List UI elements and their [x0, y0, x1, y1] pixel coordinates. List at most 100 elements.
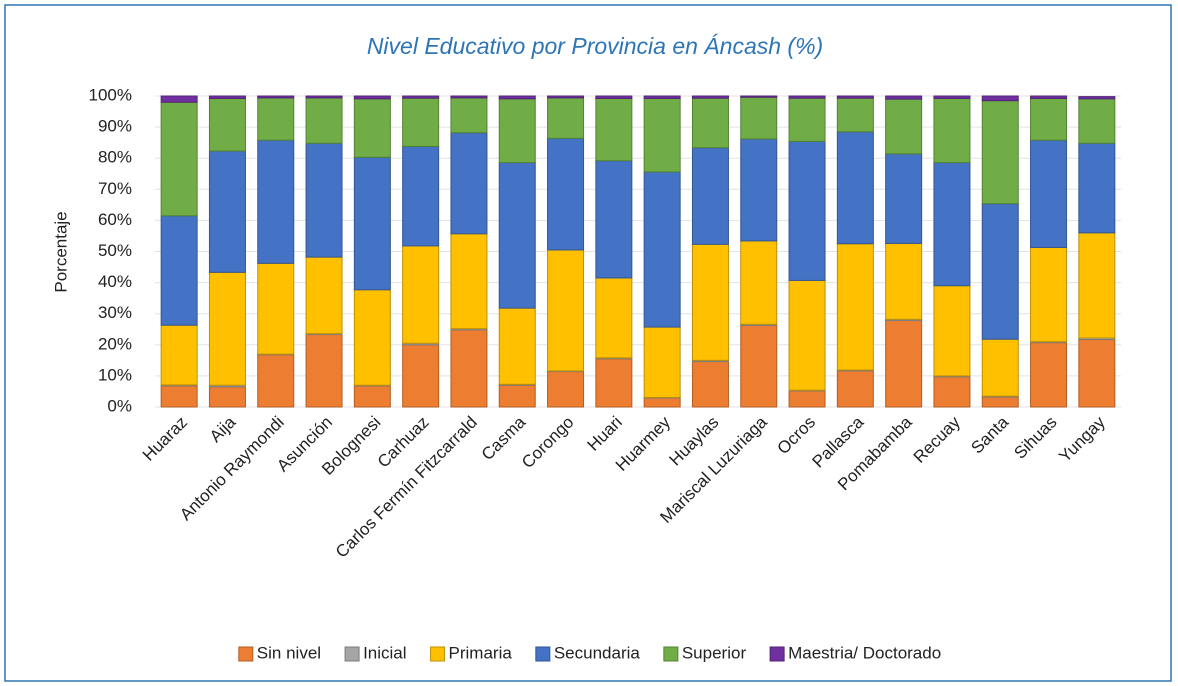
- bar-segment: [981, 338, 1019, 397]
- bar-segment: [402, 95, 440, 99]
- bar-segment: [885, 320, 923, 408]
- legend-swatch: [663, 646, 679, 662]
- bar-segment: [643, 171, 681, 328]
- bar-segment: [691, 95, 729, 99]
- bar-segment: [933, 376, 971, 408]
- legend-swatch: [535, 646, 551, 662]
- bar-segment: [933, 97, 971, 164]
- y-tick-label: 70%: [98, 179, 132, 198]
- bar-segment: [788, 140, 826, 281]
- y-tick-label: 100%: [89, 85, 132, 104]
- bar-segment: [353, 98, 391, 158]
- bar-segment: [788, 97, 826, 142]
- bar-segment: [498, 98, 536, 164]
- bar-segment: [836, 95, 874, 99]
- bar-segment: [788, 390, 826, 408]
- bar-segment: [788, 279, 826, 391]
- bar-segment: [547, 371, 585, 408]
- bar-segment: [1030, 139, 1068, 248]
- bar-segment: [643, 326, 681, 398]
- bar-segment: [836, 97, 874, 133]
- legend-label: Inicial: [363, 643, 406, 662]
- bar-segment: [257, 95, 295, 99]
- bar-segment: [1078, 142, 1116, 234]
- bar-segment: [208, 95, 246, 99]
- y-tick-label: 50%: [98, 241, 132, 260]
- bar-segment: [933, 162, 971, 287]
- bar-segment: [498, 162, 536, 309]
- bar-segment: [450, 132, 488, 235]
- y-tick-label: 60%: [98, 210, 132, 229]
- bar-segment: [595, 160, 633, 279]
- bar-segment: [981, 396, 1019, 408]
- bar-segment: [257, 139, 295, 264]
- legend-label: Primaria: [449, 643, 513, 662]
- bar-segment: [450, 329, 488, 408]
- bar-segment: [305, 142, 343, 258]
- bar-segment: [643, 397, 681, 408]
- bar-segment: [836, 131, 874, 245]
- bar-segment: [402, 245, 440, 344]
- bar-segment: [933, 285, 971, 377]
- bar-segment: [208, 97, 246, 152]
- bar-segment: [643, 97, 681, 173]
- bar-segment: [160, 324, 198, 386]
- chart-title: Nivel Educativo por Provincia en Áncash …: [367, 33, 823, 59]
- bar-segment: [691, 361, 729, 408]
- chart-frame: [4, 4, 1172, 682]
- y-tick-label: 0%: [107, 396, 132, 415]
- y-tick-label: 90%: [98, 117, 132, 136]
- bar-segment: [981, 95, 1019, 102]
- bar-segment: [305, 256, 343, 335]
- legend-label: Sin nivel: [257, 643, 321, 662]
- bar-segment: [836, 243, 874, 371]
- bar-segment: [450, 233, 488, 330]
- bar-segment: [1078, 339, 1116, 408]
- bar-segment: [740, 240, 778, 325]
- bar-segment: [305, 334, 343, 408]
- y-tick-label: 10%: [98, 365, 132, 384]
- bar-segment: [450, 97, 488, 134]
- bar-segment: [160, 101, 198, 217]
- bar-segment: [402, 344, 440, 408]
- bar-segment: [691, 147, 729, 245]
- bar-segment: [885, 242, 923, 320]
- bar-segment: [595, 277, 633, 359]
- y-axis-label: Porcentaje: [51, 211, 70, 292]
- bar-segment: [788, 95, 826, 99]
- bar-segment: [160, 385, 198, 408]
- bar-segment: [885, 98, 923, 155]
- bar-segment: [353, 156, 391, 291]
- bar-segment: [450, 95, 488, 99]
- bar-segment: [257, 262, 295, 355]
- bar-segment: [160, 215, 198, 326]
- bar-segment: [740, 95, 778, 98]
- legend-label: Superior: [682, 643, 747, 662]
- bar-segment: [1030, 95, 1068, 99]
- y-tick-label: 40%: [98, 272, 132, 291]
- bar-segment: [257, 354, 295, 408]
- legend-swatch: [238, 646, 254, 662]
- bar-segment: [740, 96, 778, 140]
- bar-segment: [595, 95, 633, 99]
- bar-segment: [402, 145, 440, 247]
- bar-segment: [1078, 96, 1116, 100]
- legend-label: Maestria/ Doctorado: [788, 643, 941, 662]
- bar-segment: [933, 95, 971, 99]
- bar-segment: [353, 385, 391, 408]
- bar-segment: [305, 95, 343, 99]
- bar-segment: [885, 95, 923, 100]
- bar-segment: [547, 137, 585, 251]
- bar-segment: [595, 97, 633, 162]
- bar-segment: [981, 100, 1019, 205]
- bar-segment: [1030, 246, 1068, 343]
- bar-segment: [691, 243, 729, 361]
- legend-swatch: [344, 646, 360, 662]
- y-tick-label: 20%: [98, 334, 132, 353]
- bar-segment: [498, 95, 536, 100]
- bar-segment: [498, 307, 536, 385]
- bar-segment: [208, 386, 246, 408]
- bar-segment: [402, 97, 440, 147]
- bar-segment: [547, 95, 585, 99]
